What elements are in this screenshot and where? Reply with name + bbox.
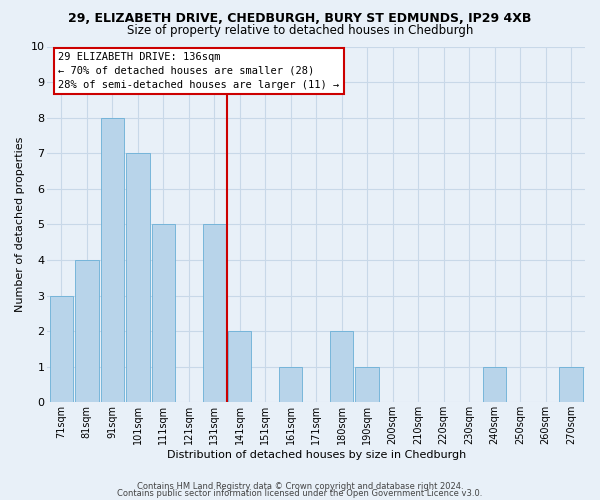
Text: 29 ELIZABETH DRIVE: 136sqm
← 70% of detached houses are smaller (28)
28% of semi: 29 ELIZABETH DRIVE: 136sqm ← 70% of deta… xyxy=(58,52,340,90)
Bar xyxy=(126,153,149,402)
Bar xyxy=(355,366,379,402)
Bar xyxy=(330,331,353,402)
Bar xyxy=(101,118,124,403)
Text: 29, ELIZABETH DRIVE, CHEDBURGH, BURY ST EDMUNDS, IP29 4XB: 29, ELIZABETH DRIVE, CHEDBURGH, BURY ST … xyxy=(68,12,532,26)
X-axis label: Distribution of detached houses by size in Chedburgh: Distribution of detached houses by size … xyxy=(167,450,466,460)
Bar xyxy=(75,260,98,402)
Bar xyxy=(228,331,251,402)
Text: Contains HM Land Registry data © Crown copyright and database right 2024.: Contains HM Land Registry data © Crown c… xyxy=(137,482,463,491)
Bar xyxy=(50,296,73,403)
Bar xyxy=(483,366,506,402)
Y-axis label: Number of detached properties: Number of detached properties xyxy=(15,136,25,312)
Text: Size of property relative to detached houses in Chedburgh: Size of property relative to detached ho… xyxy=(127,24,473,37)
Bar xyxy=(279,366,302,402)
Text: Contains public sector information licensed under the Open Government Licence v3: Contains public sector information licen… xyxy=(118,489,482,498)
Bar xyxy=(559,366,583,402)
Bar xyxy=(152,224,175,402)
Bar xyxy=(203,224,226,402)
